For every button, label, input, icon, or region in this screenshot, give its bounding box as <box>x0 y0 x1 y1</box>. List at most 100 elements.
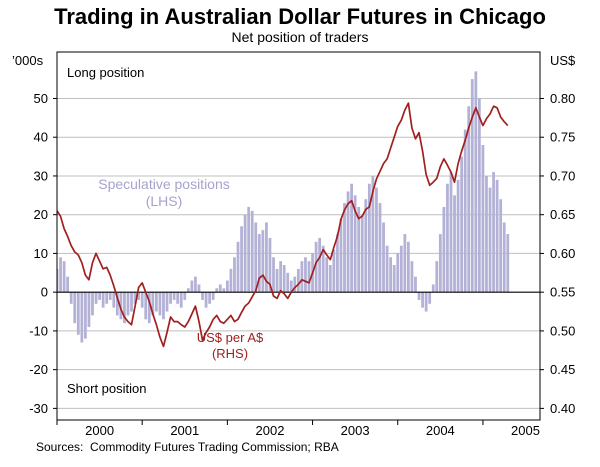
net-position-bar <box>456 179 460 293</box>
net-position-bar <box>247 206 251 293</box>
right-axis-tick-label: 0.50 <box>550 323 575 338</box>
net-position-bar <box>233 257 236 293</box>
net-position-bar <box>403 234 407 293</box>
net-position-bar <box>123 292 126 324</box>
net-position-bar <box>279 261 282 293</box>
net-position-bar <box>385 245 389 293</box>
net-position-bar <box>375 187 378 293</box>
net-position-bar <box>360 214 364 293</box>
net-position-bar <box>286 272 290 293</box>
net-position-bar <box>94 292 98 304</box>
usd-per-aud-line <box>57 102 509 348</box>
net-position-bar <box>463 129 467 293</box>
net-position-bar <box>172 292 176 300</box>
net-position-bar <box>91 292 94 316</box>
left-axis-tick-label: 0 <box>41 285 48 300</box>
right-axis-tick-label: 0.65 <box>550 207 575 222</box>
net-position-bar <box>254 222 258 293</box>
net-position-bar <box>353 195 357 293</box>
right-axis-tick-label: 0.45 <box>550 362 575 377</box>
net-position-bar <box>396 253 400 293</box>
left-axis-tick-label: 50 <box>34 91 48 106</box>
net-position-bar <box>446 183 449 293</box>
x-axis-year-label: 2002 <box>256 423 285 438</box>
net-position-bar <box>325 257 329 293</box>
net-position-bar <box>222 288 226 293</box>
plot-frame <box>56 51 541 421</box>
net-position-bar <box>176 292 180 304</box>
net-position-bar <box>470 79 474 293</box>
x-axis-year-label: 2003 <box>341 423 370 438</box>
net-position-bar <box>250 210 254 293</box>
net-position-bar <box>147 292 151 324</box>
net-position-bar <box>84 292 87 339</box>
net-position-bar <box>506 234 510 293</box>
left-axis-tick-label: -10 <box>29 323 48 338</box>
net-position-bar <box>201 292 204 300</box>
net-position-bar <box>215 288 219 293</box>
net-position-bar <box>240 226 243 293</box>
left-axis-tick-label: 30 <box>34 168 48 183</box>
net-position-bar <box>236 241 240 293</box>
net-position-bar <box>318 237 322 293</box>
right-axis-tick-label: 0.60 <box>550 246 575 261</box>
net-position-bar <box>144 292 148 320</box>
net-position-bar <box>140 292 144 308</box>
speculative-positions-bars <box>57 71 510 343</box>
net-position-bar <box>204 292 208 308</box>
net-position-bar <box>101 292 105 308</box>
net-position-bar <box>62 261 66 293</box>
x-axis-year-label: 2000 <box>85 423 114 438</box>
net-position-bar <box>186 288 190 293</box>
net-position-bar <box>343 203 346 293</box>
net-position-bar <box>300 261 304 293</box>
net-position-bar <box>57 268 59 293</box>
net-position-bar <box>257 234 261 293</box>
net-position-bar <box>495 179 499 293</box>
net-position-bar <box>410 261 414 293</box>
net-position-bar <box>151 292 155 316</box>
net-position-bar <box>225 280 229 293</box>
net-position-bar <box>162 292 165 320</box>
net-position-bar <box>197 284 201 293</box>
net-position-bar <box>190 280 194 293</box>
net-position-bar <box>378 203 382 293</box>
right-axis-tick-label: 0.80 <box>550 91 575 106</box>
net-position-bar <box>321 245 325 293</box>
net-position-bar <box>112 292 116 308</box>
speculative-positions-axis-label: (LHS) <box>146 193 183 209</box>
net-position-bar <box>339 218 343 293</box>
right-axis-tick-label: 0.70 <box>550 168 575 183</box>
net-position-bar <box>165 292 169 312</box>
x-axis-year-label: 2004 <box>426 423 455 438</box>
usd-per-aud-label: US$ per A$ <box>197 330 264 345</box>
net-position-bar <box>477 98 481 293</box>
net-position-bar <box>169 292 172 304</box>
net-position-bar <box>314 241 318 293</box>
net-position-bar <box>332 249 336 293</box>
net-position-bar <box>414 276 417 293</box>
net-position-bar <box>69 292 73 304</box>
net-position-bar <box>357 206 361 293</box>
net-position-bar <box>502 222 506 293</box>
net-position-bar <box>179 292 183 308</box>
right-axis-tick-label: 0.40 <box>550 401 575 416</box>
net-position-bar <box>364 199 368 293</box>
net-position-bar <box>133 292 137 304</box>
net-position-bar <box>346 191 350 293</box>
net-position-bar <box>449 172 453 293</box>
long-position-label: Long position <box>67 65 144 80</box>
net-position-bar <box>66 276 70 293</box>
right-axis-tick-label: 0.75 <box>550 130 575 145</box>
net-position-bar <box>208 292 212 304</box>
usd-per-aud-axis-label: (RHS) <box>212 346 248 361</box>
left-axis-tick-label: -20 <box>29 362 48 377</box>
left-axis-unit-label: ’000s <box>12 53 44 68</box>
net-position-bar <box>371 175 375 293</box>
net-position-bar <box>105 292 109 304</box>
chart-title: Trading in Australian Dollar Futures in … <box>54 4 546 29</box>
net-position-bar <box>417 292 421 300</box>
net-position-bar <box>194 276 197 293</box>
net-position-bar <box>431 284 435 293</box>
